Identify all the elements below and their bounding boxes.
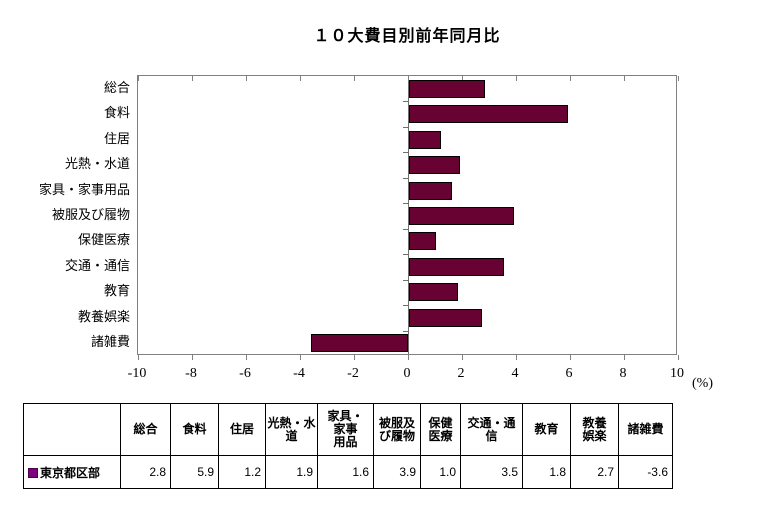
zero-axis-line: [408, 76, 409, 354]
table-value-row: 東京都区部 2.8 5.9 1.2 1.9 1.6 3.9 1.0 3.5 1.8 2.7 -3.6: [23, 455, 673, 489]
category-tick: [403, 229, 408, 230]
table-value-cell: 2.8: [120, 455, 171, 489]
x-tick-label: -8: [185, 366, 197, 381]
axis-tick: [462, 76, 463, 81]
table-header-cell: 光熱・水 道: [265, 403, 318, 456]
table-header-cell: 食料: [170, 403, 219, 456]
x-tick-label: 0: [403, 366, 411, 381]
category-tick: [403, 127, 408, 128]
table-header-cell: 諸雑費: [618, 403, 673, 456]
plot-area: [137, 75, 679, 360]
y-axis-label: 家具・家事用品: [38, 182, 130, 197]
category-tick: [403, 254, 408, 255]
x-tick-label: -4: [293, 366, 305, 381]
table-header-cell: 教養 娯楽: [570, 403, 619, 456]
axis-tick: [192, 76, 193, 81]
y-axis-label: 教育: [103, 283, 130, 298]
axis-tick: [408, 76, 409, 81]
axis-tick: [516, 355, 517, 360]
category-tick: [403, 331, 408, 332]
y-axis-label: 交通・通信: [64, 258, 130, 273]
table-value-cell: 1.9: [265, 455, 318, 489]
bar-被服及び履物: [409, 207, 514, 225]
bar-教育: [409, 283, 458, 301]
axis-tick: [624, 76, 625, 81]
table-value-cell: 5.9: [170, 455, 219, 489]
bar-食料: [409, 105, 568, 123]
y-axis-label: 教養娯楽: [77, 309, 130, 324]
table-value-cell: 3.9: [373, 455, 421, 489]
x-tick-label: -10: [127, 366, 147, 381]
axis-unit-label: (%): [692, 376, 713, 391]
y-axis-label: 保健医療: [77, 232, 130, 247]
axis-tick: [408, 355, 409, 360]
chart-title: １０大費目別前年同月比: [313, 28, 501, 45]
legend-label: 東京都区部: [40, 465, 101, 480]
table-header-cell: 総合: [120, 403, 171, 456]
category-tick: [403, 152, 408, 153]
bar-住居: [409, 131, 441, 149]
x-tick-label: -6: [239, 366, 251, 381]
axis-tick: [624, 355, 625, 360]
table-header-cell: 交通・通 信: [460, 403, 523, 456]
table-header-cell: 教育: [522, 403, 571, 456]
axis-tick: [462, 355, 463, 360]
axis-tick: [354, 355, 355, 360]
table-value-cell: 1.2: [218, 455, 266, 489]
table-header-cell: 保健 医療: [420, 403, 461, 456]
bar-諸雑費: [311, 334, 408, 352]
y-axis-label: 食料: [103, 105, 130, 120]
axis-tick: [516, 76, 517, 81]
y-axis-label: 住居: [103, 131, 130, 146]
axis-tick: [570, 355, 571, 360]
axis-tick: [300, 355, 301, 360]
axis-tick: [192, 355, 193, 360]
y-axis-label: 総合: [103, 80, 130, 95]
bar-家具・家事用品: [409, 182, 452, 200]
bar-保健医療: [409, 232, 436, 250]
axis-tick: [678, 355, 679, 360]
axis-tick: [138, 355, 139, 360]
bar-交通・通信: [409, 258, 504, 276]
axis-tick: [354, 76, 355, 81]
table-value-cell: 1.6: [317, 455, 374, 489]
legend-swatch-icon: [28, 467, 38, 478]
x-tick-label: -2: [347, 366, 359, 381]
table-header-cell: 住居: [218, 403, 266, 456]
table-value-cell: 2.7: [570, 455, 619, 489]
table-value-cell: 1.0: [420, 455, 461, 489]
category-tick: [403, 305, 408, 306]
y-axis-label: 被服及び履物: [51, 207, 130, 222]
table-header-row: 総合 食料 住居 光熱・水 道家具・ 家事 用品 被服及 び履物 保健 医療 交通・通 信教…: [23, 403, 673, 456]
y-axis-label: 諸雑費: [90, 334, 130, 349]
table-legend-cell: 東京都区部: [23, 455, 121, 489]
y-axis-label: 光熱・水道: [64, 156, 130, 171]
x-tick-label: 8: [619, 366, 627, 381]
category-tick: [403, 101, 408, 102]
x-tick-label: 4: [511, 366, 519, 381]
bar-光熱・水道: [409, 156, 460, 174]
table-value-cell: 1.8: [522, 455, 571, 489]
data-table: 総合 食料 住居 光熱・水 道家具・ 家事 用品 被服及 び履物 保健 医療 交通・通 信教…: [23, 403, 673, 489]
axis-tick: [138, 76, 139, 81]
table-value-cell: 3.5: [460, 455, 523, 489]
table-header-cell: 被服及 び履物: [373, 403, 421, 456]
category-tick: [403, 178, 408, 179]
table-header-cell: 家具・ 家事 用品: [317, 403, 374, 456]
bar-教養娯楽: [409, 309, 482, 327]
axis-tick: [246, 355, 247, 360]
table-value-cell: -3.6: [618, 455, 673, 489]
x-tick-label: 10: [670, 366, 684, 381]
category-tick: [403, 280, 408, 281]
bar-総合: [409, 80, 485, 98]
category-tick: [403, 203, 408, 204]
table-corner-cell: [23, 403, 121, 456]
axis-tick: [246, 76, 247, 81]
x-tick-label: 2: [457, 366, 465, 381]
axis-tick: [570, 76, 571, 81]
x-tick-label: 6: [565, 366, 573, 381]
axis-tick: [678, 76, 679, 81]
axis-tick: [300, 76, 301, 81]
